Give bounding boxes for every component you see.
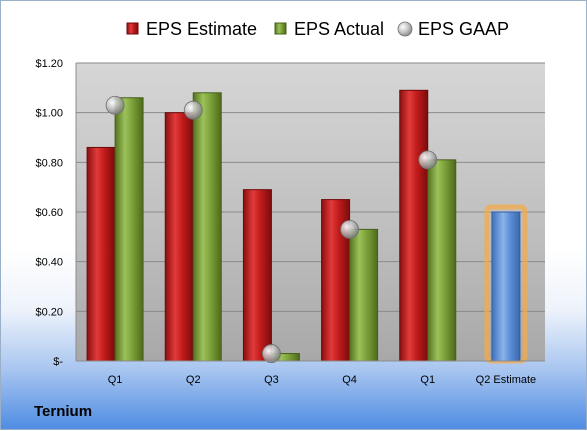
y-tick-label: $1.00	[35, 108, 63, 120]
marker-eps-gaap	[183, 100, 203, 120]
chart-legend: EPS Estimate EPS Actual EPS GAAP	[126, 19, 509, 39]
bar-eps-estimate	[242, 189, 272, 362]
y-tick-label: $0.40	[35, 257, 63, 269]
bar-eps-actual	[114, 97, 144, 362]
y-tick-label: $1.20	[35, 58, 63, 70]
bar-q2-estimate	[491, 211, 521, 362]
bar-eps-actual	[349, 228, 379, 362]
legend-swatch	[397, 21, 413, 37]
bar-eps-actual	[427, 159, 457, 362]
bar-eps-actual	[192, 92, 222, 362]
legend-label: EPS GAAP	[418, 19, 509, 39]
y-tick-label: $-	[53, 356, 63, 368]
x-tick-label: Q2	[186, 374, 201, 386]
marker-eps-gaap	[262, 344, 281, 363]
x-tick-label: Q1	[108, 374, 123, 386]
bar-eps-estimate	[399, 89, 429, 362]
y-tick-label: $0.80	[35, 157, 63, 169]
company-name: Ternium	[34, 403, 93, 420]
y-tick-label: $0.60	[35, 207, 63, 219]
bar-eps-estimate	[86, 146, 116, 362]
y-tick-label: $0.20	[35, 306, 63, 318]
marker-eps-gaap	[418, 150, 438, 170]
legend-label: EPS Actual	[294, 19, 384, 39]
x-tick-label: Q1	[420, 374, 435, 386]
legend-label: EPS Estimate	[146, 19, 257, 39]
marker-eps-gaap	[340, 219, 359, 239]
legend-swatch	[126, 22, 139, 35]
x-tick-label: Q4	[342, 374, 357, 386]
x-tick-label: Q2 Estimate	[476, 374, 537, 386]
bar-eps-estimate	[164, 112, 194, 362]
marker-eps-gaap	[105, 95, 125, 115]
x-tick-label: Q3	[264, 374, 279, 386]
legend-swatch	[274, 22, 287, 35]
